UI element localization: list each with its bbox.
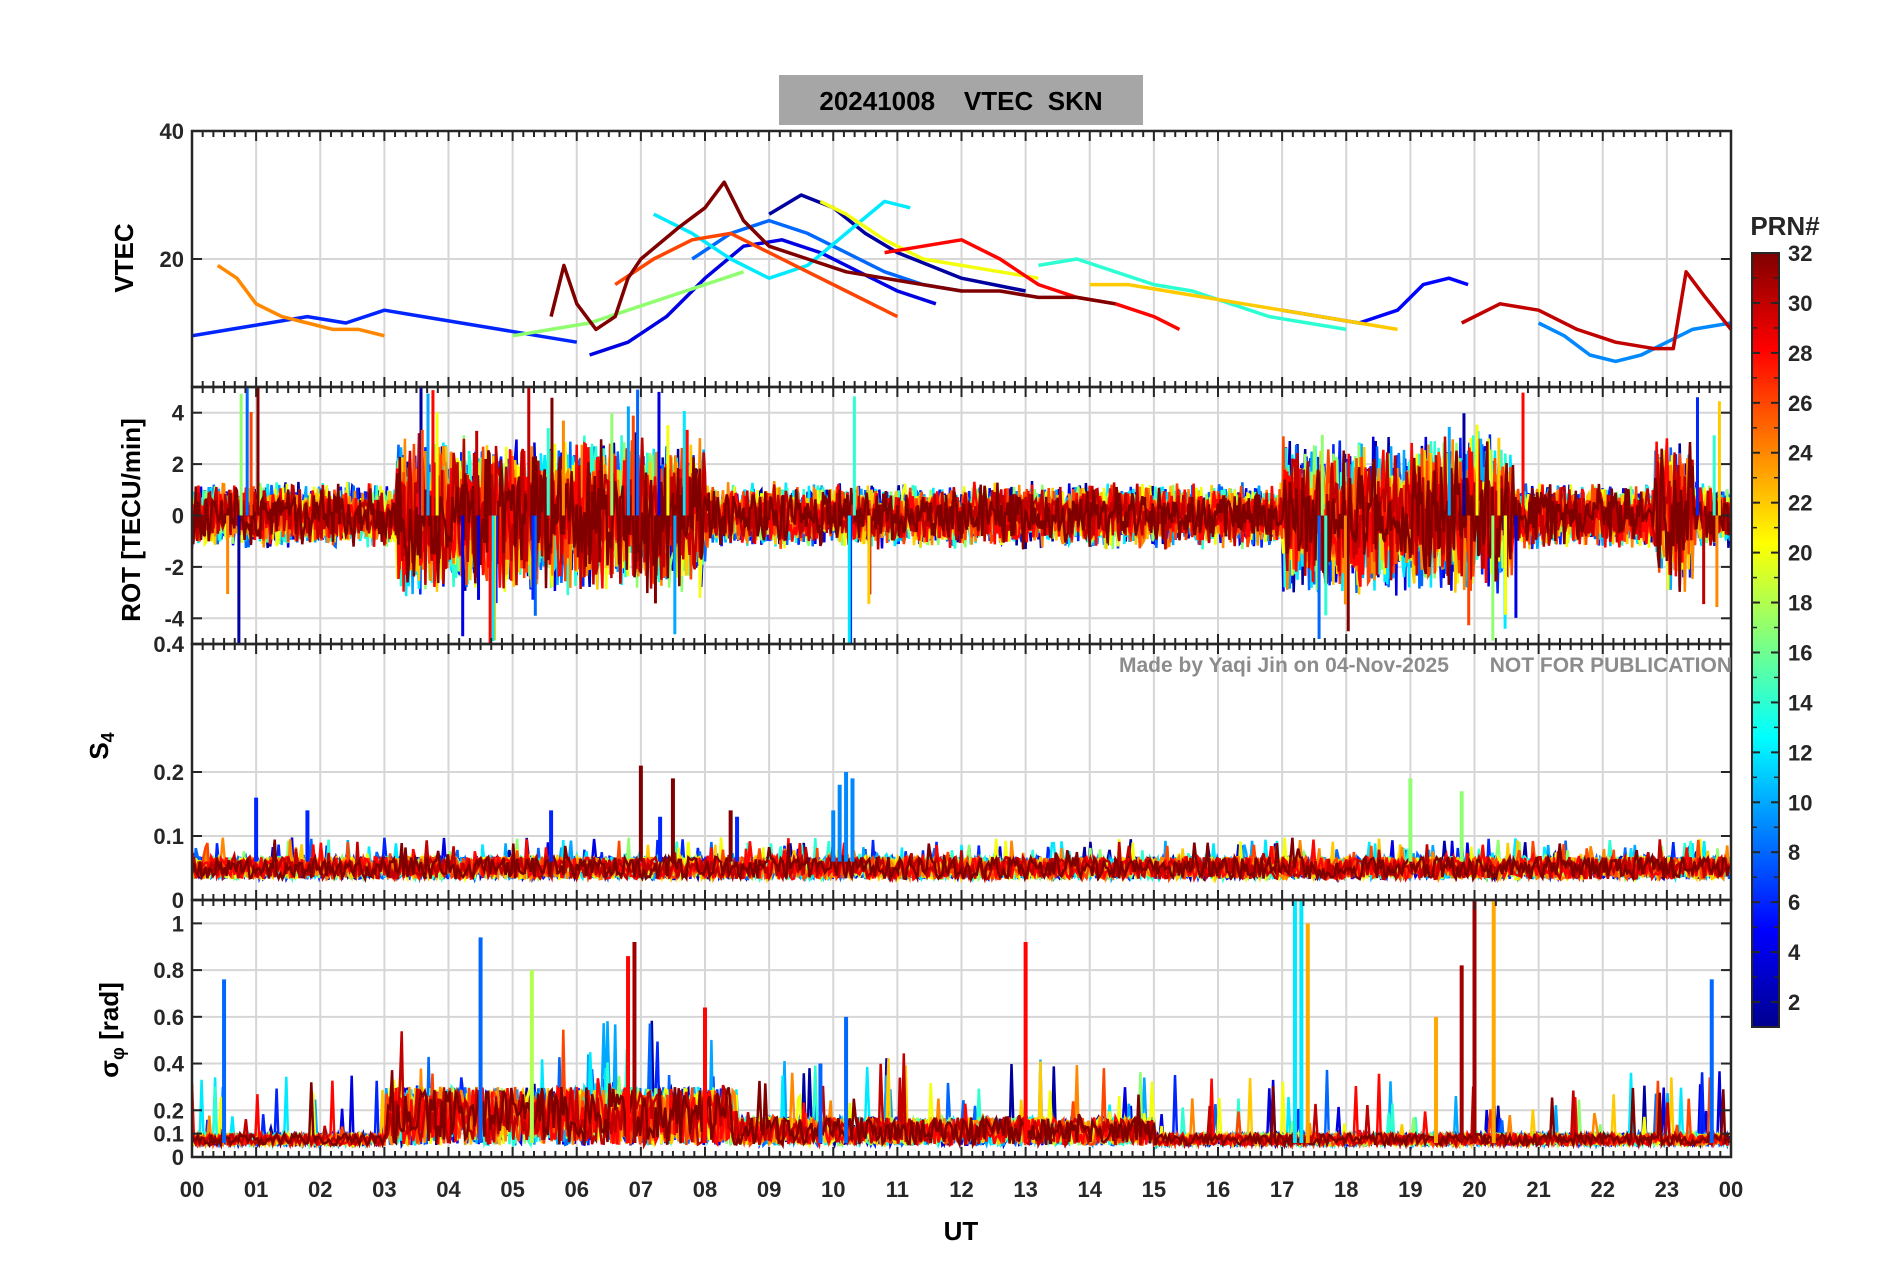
x-tick-label: 21 [1526,1177,1550,1202]
colorbar [1751,252,1780,1028]
x-tick-label: 09 [757,1177,781,1202]
sigma_phi-ytick-label: 0 [172,1145,184,1170]
x-tick-label: 22 [1591,1177,1615,1202]
x-tick-label: 04 [436,1177,461,1202]
colorbar-tick-label: 28 [1788,341,1812,366]
rot-panel: -4 -2 0 2 4 [164,385,1733,646]
vtec-series-prn14 [1038,257,1347,332]
s4-ytick-label: 0.4 [153,632,184,657]
sigma_phi-ytick-label: 1 [172,911,184,936]
colorbar-tick-label: 18 [1788,591,1812,616]
vtec-series-prn28 [884,238,1181,331]
vtec-series-prn6 [192,308,578,344]
x-tick-label: 17 [1270,1177,1294,1202]
x-axis-ticks: 00 01 02 03 04 05 06 07 08 09 10 11 12 13 14 15 16 17 18 19… [180,1177,1743,1202]
rot-ytick-label: 2 [172,452,184,477]
vtec-ytick-label: 20 [160,247,184,272]
s4-ytick-label: 0.1 [153,824,184,849]
x-tick-label: 03 [372,1177,396,1202]
colorbar-tick-label: 4 [1788,940,1801,965]
sigma_phi-ytick-label: 0.4 [153,1052,184,1077]
vtec-data [192,180,1731,364]
x-tick-label: 15 [1142,1177,1166,1202]
sigma-phi-ylabel: σφ [rad] [94,982,128,1078]
x-tick-label: 02 [308,1177,332,1202]
sigma_phi-data [192,900,1731,1151]
sigma_phi-ytick-label: 0.1 [153,1122,184,1147]
rot-ytick-label: 4 [172,401,185,426]
x-tick-label: 01 [244,1177,268,1202]
x-tick-label: 07 [629,1177,653,1202]
colorbar-tick-label: 22 [1788,491,1812,516]
x-tick-label: 08 [693,1177,717,1202]
x-tick-label: 13 [1013,1177,1037,1202]
x-tick-label: 19 [1398,1177,1422,1202]
vtec-ylabel: VTEC [109,223,139,293]
s4-ylabel: S4 [84,732,118,759]
x-tick-label: 14 [1078,1177,1103,1202]
vtec-series-prn4 [589,238,937,357]
x-tick-label: 18 [1334,1177,1358,1202]
colorbar-tick-label: 24 [1788,441,1813,466]
rot-data [192,387,1731,644]
sigma-phi-panel: 00.10.2 0.4 0.6 0.8 1 [153,898,1733,1170]
s4-series-prn32 [192,837,1731,884]
x-tick-label: 10 [821,1177,845,1202]
x-tick-label: 11 [886,1177,909,1202]
x-tick-label: 05 [500,1177,524,1202]
colorbar-tick-label: 8 [1788,840,1800,865]
colorbar-tick-label: 12 [1788,740,1812,765]
vtec-series-prn32 [549,180,1116,332]
sigma_phi-ytick-label: 0.8 [153,958,184,983]
x-tick-label: 20 [1462,1177,1486,1202]
colorbar-tick-label: 32 [1788,241,1812,266]
vtec-series-prn30 [1460,270,1731,351]
chart-title: 20241008 VTEC SKN [819,86,1102,116]
colorbar-tick-label: 2 [1788,990,1800,1015]
x-axis-label: UT [944,1216,979,1246]
vtec-series-prn22 [1089,282,1398,332]
rot-ytick-label: -4 [164,606,184,631]
vtec-series-prn26 [614,231,899,319]
s4-data [192,765,1731,884]
watermark: Made by Yaqi Jin on 04-Nov-2025 NOT FOR … [1119,654,1732,677]
colorbar-tick-label: 16 [1788,640,1812,665]
rot-ytick-label: 0 [172,504,184,529]
vtec-series-prn2 [768,193,1026,293]
x-tick-label: 00 [1719,1177,1743,1202]
vtec-ytick-label: 40 [160,119,184,144]
colorbar-title: PRN# [1750,211,1820,241]
vtec-series-prn17 [512,270,745,338]
colorbar-tick-label: 26 [1788,391,1812,416]
colorbar-tick-label: 14 [1788,690,1813,715]
vtec-series-prn20 [819,199,1039,280]
s4-panel: 0 0.1 0.2 0.4 [153,632,1733,913]
x-tick-label: 16 [1206,1177,1230,1202]
x-tick-label: 06 [565,1177,589,1202]
rot-ylabel: ROT [TECU/min] [116,418,146,622]
title-box [779,75,1143,125]
colorbar-tick-label: 20 [1788,541,1812,566]
vtec-series-prn24 [216,263,385,338]
colorbar-tick-label: 10 [1788,790,1812,815]
x-tick-label: 12 [949,1177,973,1202]
sigma_phi-ytick-label: 0.2 [153,1098,184,1123]
vtec-series-prn9 [1537,321,1731,364]
colorbar-tick-label: 30 [1788,291,1812,316]
s4-ytick-label: 0 [172,888,184,913]
x-tick-label: 00 [180,1177,204,1202]
rot-ytick-label: -2 [164,555,184,580]
x-tick-label: 23 [1655,1177,1679,1202]
rot-series-prn32 [192,439,1731,594]
colorbar-tick-label: 6 [1788,890,1800,915]
s4-ytick-label: 0.2 [153,760,184,785]
sigma_phi-ytick-label: 0.6 [153,1005,184,1030]
